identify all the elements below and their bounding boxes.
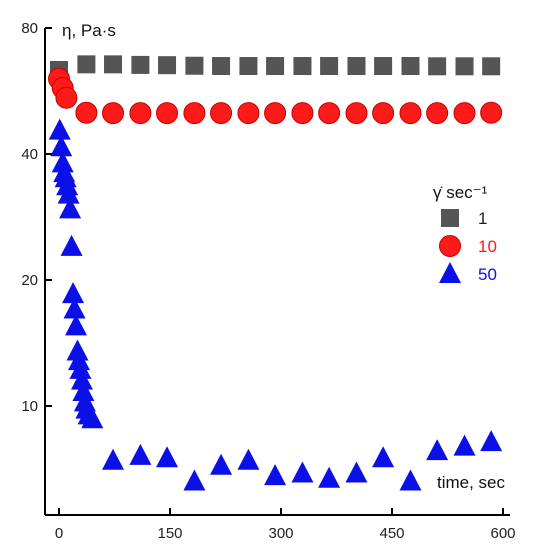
series-1 xyxy=(50,55,501,79)
point-series-50-24 xyxy=(183,469,206,491)
point-series-50-31 xyxy=(372,446,395,468)
point-series-50-8 xyxy=(60,234,83,256)
point-series-10-18 xyxy=(480,101,503,124)
legend-marker-1 xyxy=(441,209,459,227)
point-series-50-33 xyxy=(426,439,449,461)
x-tick-label-450: 450 xyxy=(379,525,404,542)
point-series-50-2 xyxy=(51,151,74,173)
point-series-50-12 xyxy=(66,339,89,361)
point-series-10-17 xyxy=(453,102,476,125)
point-series-10-7 xyxy=(183,102,206,125)
point-series-50-26 xyxy=(237,448,260,470)
point-series-1-4 xyxy=(158,56,177,75)
point-series-1-15 xyxy=(455,57,474,76)
point-series-50-14 xyxy=(69,357,92,379)
point-series-50-7 xyxy=(59,197,82,219)
legend: γ̇ sec⁻¹ 1 10 50 xyxy=(433,183,497,284)
point-series-10-16 xyxy=(426,102,449,125)
point-series-1-1 xyxy=(77,55,96,74)
point-series-1-14 xyxy=(428,57,447,76)
legend-label-1: 1 xyxy=(478,209,487,228)
point-series-50-6 xyxy=(57,182,80,204)
point-series-10-6 xyxy=(156,102,179,125)
point-series-1-6 xyxy=(212,57,231,76)
legend-marker-50 xyxy=(439,262,461,283)
point-series-10-4 xyxy=(102,102,125,125)
legend-label-50: 50 xyxy=(478,265,497,284)
point-series-1-11 xyxy=(347,57,366,76)
legend-label-10: 10 xyxy=(478,237,497,256)
point-series-50-28 xyxy=(291,461,314,483)
point-series-1-2 xyxy=(104,55,123,74)
point-series-50-10 xyxy=(63,297,86,319)
series-10 xyxy=(48,67,503,125)
y-axis-title: η, Pa·s xyxy=(62,21,116,40)
point-series-1-3 xyxy=(131,55,150,74)
point-series-1-7 xyxy=(239,57,258,76)
point-series-50-30 xyxy=(345,461,368,483)
point-series-1-16 xyxy=(482,57,501,76)
point-series-50-13 xyxy=(67,349,90,371)
y-tick-label-80: 80 xyxy=(21,20,38,37)
legend-marker-10 xyxy=(439,235,461,257)
point-series-1-9 xyxy=(293,57,312,76)
legend-title: γ̇ sec⁻¹ xyxy=(433,183,488,202)
y-tick-label-20: 20 xyxy=(21,272,38,289)
point-series-10-13 xyxy=(345,102,368,125)
point-series-10-3 xyxy=(75,101,98,124)
x-tick-label-600: 600 xyxy=(490,525,515,542)
point-series-10-10 xyxy=(264,102,287,125)
point-series-50-20 xyxy=(81,407,104,429)
point-series-1-13 xyxy=(401,57,420,76)
point-series-10-12 xyxy=(318,102,341,125)
point-series-50-22 xyxy=(129,443,152,465)
point-series-1-8 xyxy=(266,57,285,76)
point-series-50-23 xyxy=(156,446,179,468)
point-series-10-2 xyxy=(55,86,78,109)
point-series-50-34 xyxy=(453,434,476,456)
point-series-50-5 xyxy=(56,174,79,196)
point-series-1-5 xyxy=(185,56,204,75)
point-series-50-0 xyxy=(48,118,71,140)
x-tick-label-0: 0 xyxy=(55,525,63,542)
y-tick-label-40: 40 xyxy=(21,146,38,163)
y-tick-label-10: 10 xyxy=(21,398,38,415)
point-series-50-35 xyxy=(480,430,503,452)
point-series-10-9 xyxy=(237,102,260,125)
point-series-50-11 xyxy=(65,314,88,336)
point-series-50-21 xyxy=(102,448,125,470)
point-series-1-10 xyxy=(320,57,339,76)
point-series-50-29 xyxy=(318,466,341,488)
x-axis-title: time, sec xyxy=(437,473,506,492)
point-series-10-11 xyxy=(291,102,314,125)
point-series-50-15 xyxy=(70,368,93,390)
point-series-10-8 xyxy=(210,102,233,125)
point-series-50-27 xyxy=(264,464,287,486)
x-tick-label-150: 150 xyxy=(157,525,182,542)
series-50 xyxy=(48,118,503,491)
point-series-50-25 xyxy=(210,453,233,475)
point-series-10-15 xyxy=(399,102,422,125)
point-series-50-1 xyxy=(50,135,73,157)
point-series-50-9 xyxy=(62,282,85,304)
point-series-10-5 xyxy=(129,102,152,125)
x-tick-label-300: 300 xyxy=(268,525,293,542)
point-series-50-32 xyxy=(399,469,422,491)
point-series-10-14 xyxy=(372,102,395,125)
point-series-50-16 xyxy=(72,380,95,402)
point-series-1-12 xyxy=(374,57,393,76)
